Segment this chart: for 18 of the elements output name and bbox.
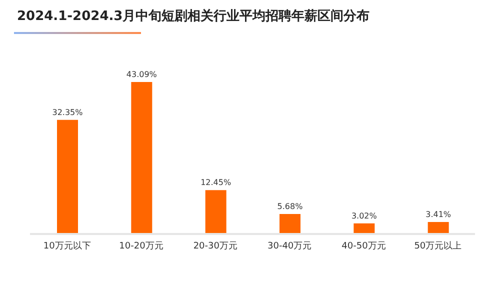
data-label: 3.41% — [426, 210, 452, 219]
data-label: 3.02% — [351, 211, 378, 220]
x-tick-label: 30-40万元 — [268, 240, 312, 252]
x-tick-label: 10万元以下 — [43, 240, 91, 252]
chart-title: 2024.1-2024.3月中旬短剧相关行业平均招聘年薪区间分布 — [17, 8, 370, 25]
data-label: 12.45% — [200, 178, 232, 188]
x-tick-label: 10-20万元 — [119, 240, 164, 252]
data-label: 32.35% — [52, 108, 84, 117]
bar — [131, 82, 152, 234]
data-label: 43.09% — [126, 70, 158, 79]
bar — [205, 190, 226, 234]
bar — [428, 222, 449, 234]
bar — [280, 214, 300, 234]
bar — [57, 120, 78, 234]
x-tick-label: 20-30万元 — [193, 240, 238, 252]
x-tick-label: 40-50万元 — [342, 240, 386, 252]
data-label: 5.68% — [277, 202, 304, 211]
x-tick-label: 50万元以上 — [414, 240, 462, 252]
